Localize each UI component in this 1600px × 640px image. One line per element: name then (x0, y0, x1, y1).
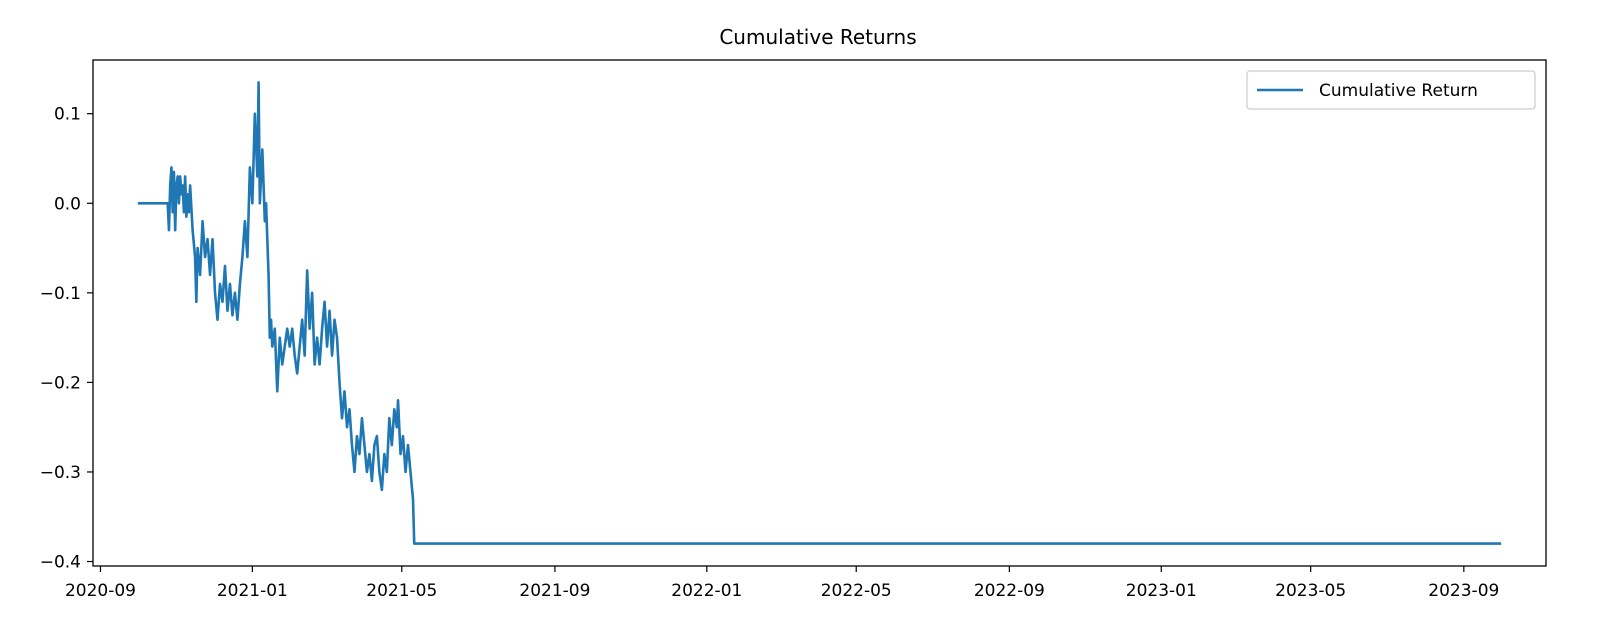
x-tick-label: 2021-09 (519, 581, 590, 601)
x-tick-label: 2023-09 (1428, 581, 1499, 601)
y-tick-label: −0.3 (40, 463, 81, 483)
legend-box (1246, 70, 1536, 110)
axes-frame (92, 59, 1547, 567)
plot-axes: 2020-09 2021-01 2021-05 2021-09 2022-01 2022-… (40, 59, 1547, 601)
chart-title: Cumulative Returns (719, 25, 916, 49)
x-tick-label: 2022-01 (671, 581, 742, 601)
y-tick-label: 0.1 (54, 105, 81, 125)
x-tick-label: 2022-05 (821, 581, 892, 601)
x-tick-label: 2023-05 (1275, 581, 1346, 601)
y-tick-label: −0.2 (40, 373, 81, 393)
x-tick-label: 2021-01 (217, 581, 288, 601)
x-tick-label: 2021-05 (366, 581, 437, 601)
y-tick-label: −0.4 (40, 553, 81, 573)
series-line-1 (137, 81, 1502, 545)
legend: Cumulative Return (1246, 70, 1536, 110)
x-tick-label: 2020-09 (65, 581, 136, 601)
legend-label: Cumulative Return (1319, 81, 1478, 101)
x-tick-label: 2023-01 (1126, 581, 1197, 601)
x-tick-label: 2022-09 (974, 581, 1045, 601)
y-tick-label: −0.1 (40, 284, 81, 304)
y-tick-label: 0.0 (54, 194, 81, 214)
